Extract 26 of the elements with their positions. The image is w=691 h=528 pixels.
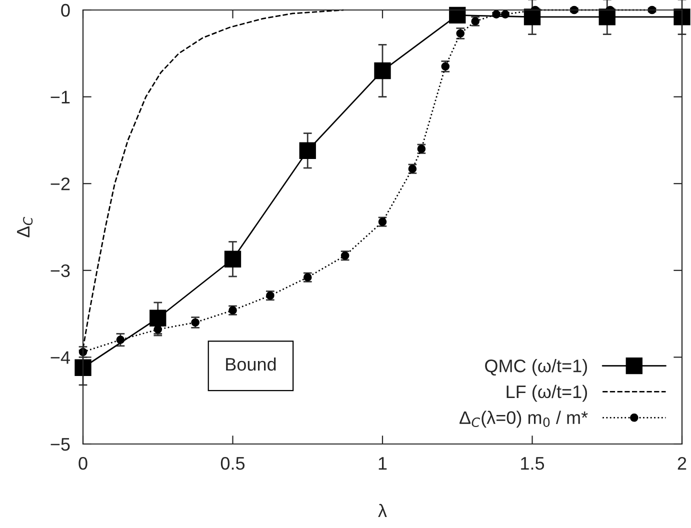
- y-tick-label: −1: [50, 90, 70, 104]
- x-tick-label: 0: [78, 456, 88, 470]
- x-tick-label: 1: [378, 457, 387, 470]
- legend-label: LF (ω/t=1): [506, 384, 587, 402]
- y-tick-label: −5: [50, 438, 70, 451]
- point: [150, 310, 166, 326]
- annotation: Bound: [226, 357, 276, 371]
- point: [116, 336, 125, 344]
- point: [674, 8, 690, 26]
- x-tick-label: 0.5: [220, 456, 245, 470]
- legend-label: Δ$_{C}$(λ=0) m$_{0}$ / m*: [460, 410, 588, 428]
- point: [74, 359, 92, 376]
- point: [299, 142, 316, 159]
- point: [449, 6, 466, 24]
- x-axis-title: λ: [378, 504, 387, 517]
- y-tick-label: −4: [50, 351, 70, 364]
- x-tick-label: 1.5: [521, 457, 544, 470]
- y-tick-label: −3: [50, 264, 70, 278]
- x-tick-label: 2: [678, 456, 686, 470]
- legend-label: QMC (ω/t=1): [485, 359, 587, 376]
- y-tick-label: −2: [50, 178, 70, 190]
- y-axis-title: Δ$_{C}$: [17, 216, 33, 238]
- point: [374, 62, 391, 80]
- point: [78, 348, 88, 356]
- y-tick-label: 0: [61, 4, 70, 17]
- point: [224, 250, 242, 268]
